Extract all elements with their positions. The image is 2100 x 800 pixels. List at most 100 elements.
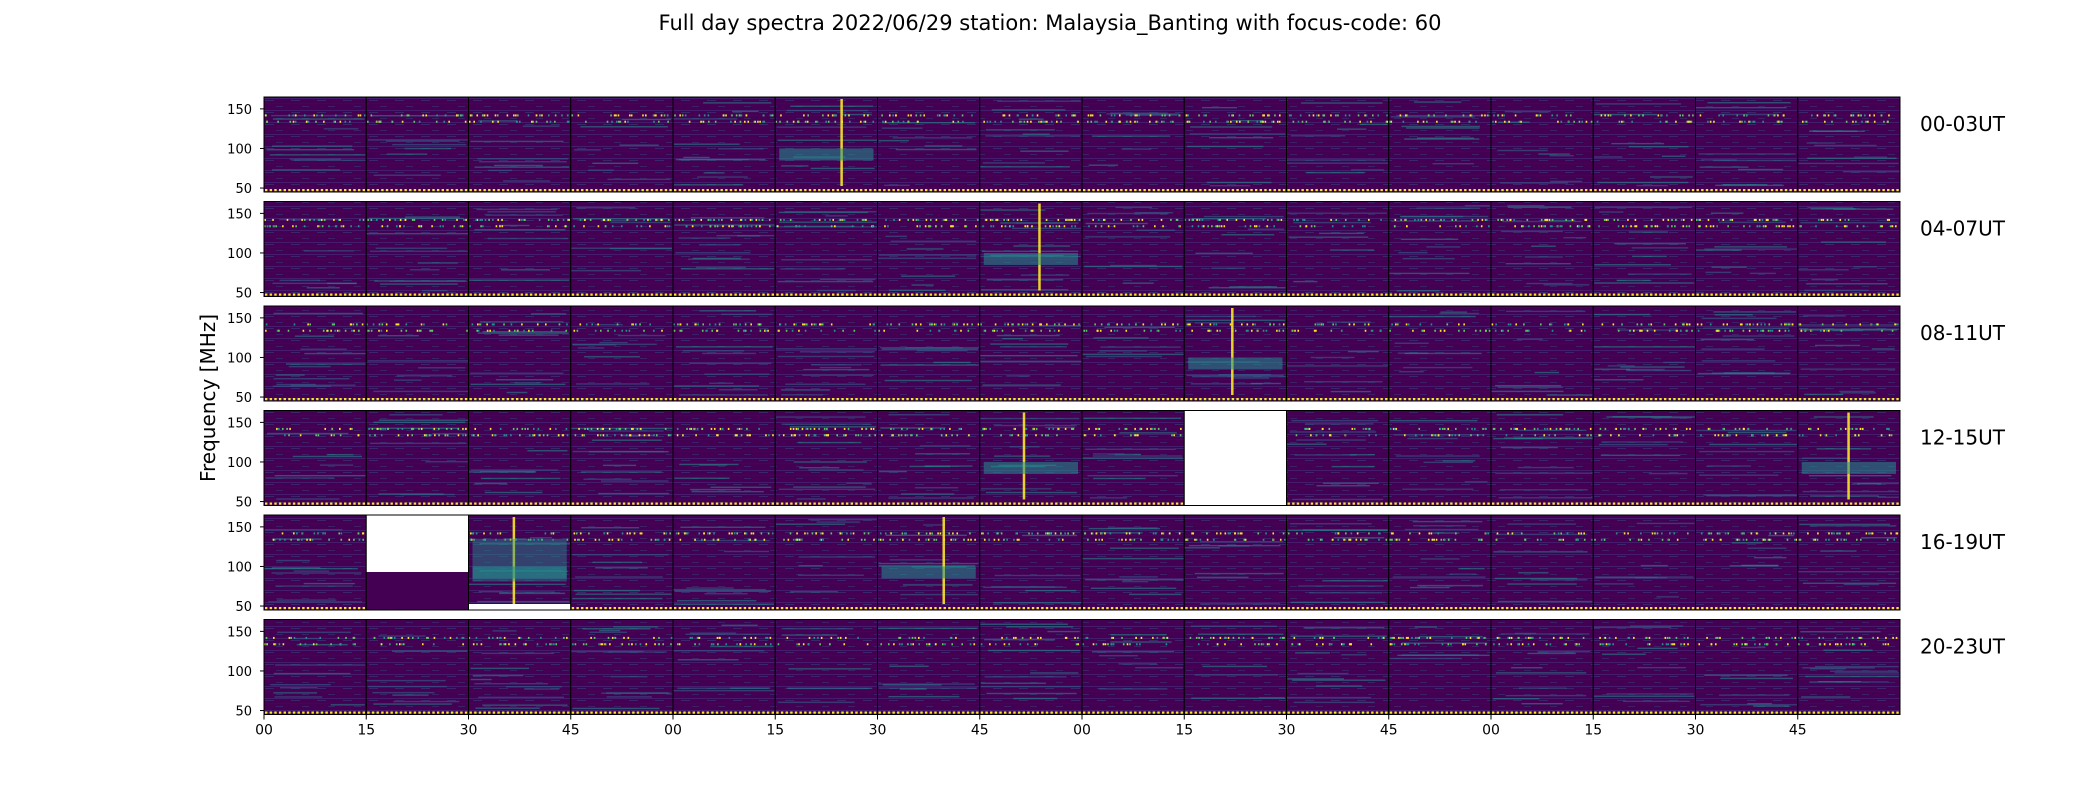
rfi-dot <box>1058 329 1060 332</box>
rfi-dot <box>535 120 538 123</box>
rfi-dot <box>1095 427 1097 430</box>
interference-streak <box>1839 390 1875 393</box>
rfi-dot <box>1110 114 1113 117</box>
calibration-dot <box>1180 189 1184 192</box>
rfi-dot <box>1650 225 1653 228</box>
calibration-dot <box>1361 189 1365 192</box>
rfi-dot <box>1116 329 1119 332</box>
calibration-dot <box>1059 502 1063 505</box>
rfi-dot <box>639 427 641 430</box>
rfi-dot <box>1389 427 1392 430</box>
calibration-dot <box>804 502 807 505</box>
spectrogram-panel <box>1183 201 1287 297</box>
interference-streak <box>484 491 543 494</box>
rfi-dot <box>793 323 796 326</box>
calibration-dot <box>604 189 607 192</box>
calibration-dot <box>357 502 361 505</box>
interference-streak <box>498 224 530 227</box>
calibration-dot <box>674 607 677 610</box>
rfi-dot <box>890 532 892 535</box>
rfi-dot <box>663 538 666 541</box>
rfi-dot <box>1734 427 1737 430</box>
rfi-dot <box>579 532 582 535</box>
calibration-dot <box>1041 189 1044 192</box>
calibration-dot <box>1798 189 1802 192</box>
rfi-dot <box>736 532 739 535</box>
calibration-dot <box>1431 398 1434 401</box>
rfi-dot <box>1077 120 1079 123</box>
calibration-dot <box>720 607 723 610</box>
calibration-dot <box>790 398 793 401</box>
rfi-dot <box>401 120 404 123</box>
interference-streak <box>906 248 944 250</box>
rfi-dot <box>503 323 505 326</box>
calibration-dot <box>1831 502 1834 505</box>
rfi-dot <box>1237 532 1239 535</box>
calibration-dot <box>1041 293 1044 296</box>
rfi-dot <box>546 120 548 123</box>
rfi-dot <box>935 538 938 541</box>
rfi-dot <box>1758 218 1761 221</box>
rfi-dot <box>892 434 894 437</box>
calibration-dot <box>780 502 784 505</box>
rfi-dot <box>779 120 781 123</box>
rfi-dot <box>1528 329 1530 332</box>
calibration-dot <box>474 189 477 192</box>
calibration-dot <box>706 293 709 296</box>
rfi-dot <box>1765 218 1768 221</box>
calibration-dot <box>1454 398 1458 401</box>
calibration-dot <box>832 189 835 192</box>
panel-background <box>979 97 1082 192</box>
calibration-dot <box>404 502 407 505</box>
rfi-dot <box>1761 218 1764 221</box>
rfi-dot <box>1104 218 1106 221</box>
rfi-dot <box>1254 323 1256 326</box>
rfi-dot <box>1332 323 1334 326</box>
calibration-dot <box>1557 293 1560 296</box>
interference-streak <box>781 165 809 167</box>
rfi-dot <box>1256 120 1259 123</box>
rfi-dot <box>838 218 841 221</box>
calibration-dot <box>497 293 500 296</box>
calibration-dot <box>924 398 928 401</box>
spectrogram-panel <box>979 514 1083 611</box>
rfi-dot <box>1466 427 1469 430</box>
rfi-dot <box>330 434 333 437</box>
rfi-dot <box>673 329 676 332</box>
rfi-dot <box>768 434 770 437</box>
rfi-dot <box>279 538 281 541</box>
calibration-dot <box>274 502 277 505</box>
calibration-dot <box>655 189 658 192</box>
rfi-dot <box>1523 427 1526 430</box>
calibration-dot <box>1087 607 1091 610</box>
calibration-dot <box>1459 398 1462 401</box>
calibration-dot <box>790 293 793 296</box>
rfi-dot <box>1135 323 1137 326</box>
interference-streak <box>903 584 973 586</box>
calibration-dot <box>1069 189 1072 192</box>
calibration-dot <box>897 293 900 296</box>
calibration-dot <box>808 607 812 610</box>
rfi-dot <box>1655 427 1657 430</box>
calibration-dot <box>1742 502 1746 505</box>
rfi-dot <box>1012 120 1014 123</box>
rfi-dot <box>457 114 460 117</box>
rfi-dot <box>1154 225 1156 228</box>
rfi-dot <box>368 427 370 430</box>
rfi-dot <box>988 538 991 541</box>
rfi-dot <box>378 323 381 326</box>
rfi-dot <box>1439 225 1441 228</box>
rfi-dot <box>1636 323 1639 326</box>
rfi-dot <box>1708 427 1711 430</box>
rfi-dot <box>815 120 817 123</box>
calibration-dot <box>511 293 514 296</box>
calibration-dot <box>432 502 435 505</box>
rfi-dot <box>758 427 760 430</box>
rfi-dot <box>1164 323 1166 326</box>
rfi-dot <box>594 329 597 332</box>
interference-streak <box>776 126 867 128</box>
interference-streak <box>777 280 874 283</box>
calibration-dot <box>1320 398 1323 401</box>
rfi-dot <box>1697 218 1700 221</box>
calibration-dot <box>1524 293 1527 296</box>
